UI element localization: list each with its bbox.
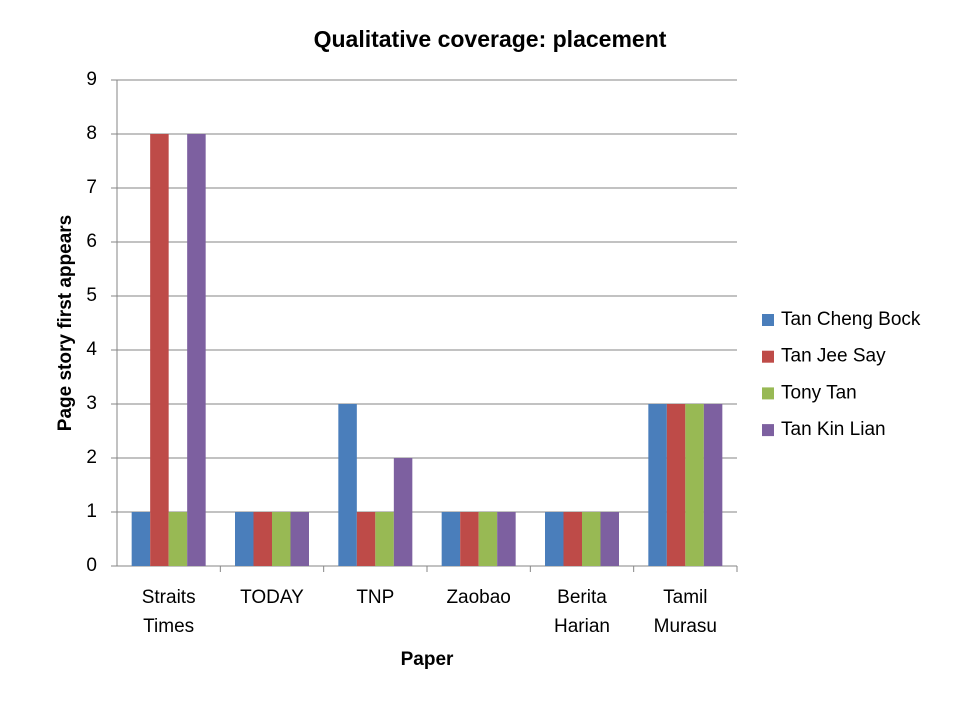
bar [356, 512, 376, 566]
y-tick-label: 0 [86, 555, 97, 576]
bar [460, 512, 479, 566]
y-tick-label: 5 [86, 285, 97, 306]
bar [685, 404, 704, 566]
y-tick-label: 8 [86, 123, 97, 144]
bar [150, 134, 169, 566]
bar [666, 404, 686, 566]
legend-label: Tan Kin Lian [781, 419, 886, 440]
chart-title: Qualitative coverage: placement [314, 26, 667, 52]
bar [272, 512, 291, 566]
y-tick-label: 1 [86, 501, 97, 522]
x-tick-label: Berita Harian [554, 587, 610, 637]
bar [338, 404, 357, 566]
x-tick-label: TODAY [240, 587, 304, 608]
bar [703, 404, 723, 566]
bar [563, 512, 582, 566]
bar [497, 512, 516, 566]
bar [375, 512, 394, 566]
legend-swatch [762, 424, 774, 437]
legend-label: Tan Cheng Bock [781, 309, 921, 330]
y-axis-title: Page story first appears [55, 215, 76, 431]
bar [582, 512, 601, 566]
x-tick-label: TNP [356, 587, 394, 608]
x-tick-label: Tamil Murasu [654, 587, 717, 637]
x-tick-label: Zaobao [446, 587, 510, 608]
legend-label: Tony Tan [781, 382, 857, 403]
legend-label: Tan Jee Say [781, 346, 886, 367]
bar [600, 512, 619, 566]
bar [235, 512, 254, 566]
bar [290, 512, 309, 566]
bar [393, 458, 413, 566]
bar [131, 512, 151, 566]
legend-swatch [762, 314, 774, 326]
legend-swatch [762, 350, 774, 363]
y-tick-label: 2 [86, 447, 97, 468]
bar [648, 404, 667, 566]
bar [187, 134, 206, 566]
y-tick-label: 6 [86, 231, 97, 252]
y-tick-label: 7 [86, 177, 97, 198]
bar [441, 512, 461, 566]
y-tick-label: 3 [86, 393, 97, 414]
bar [168, 512, 188, 566]
y-tick-label: 4 [86, 339, 97, 360]
bar [545, 512, 564, 566]
bar [253, 512, 272, 566]
x-tick-label: Straits Times [142, 587, 196, 637]
x-axis-title: Paper [401, 649, 454, 670]
bar [478, 512, 498, 566]
y-tick-label: 9 [86, 69, 97, 90]
legend-swatch [762, 387, 774, 400]
